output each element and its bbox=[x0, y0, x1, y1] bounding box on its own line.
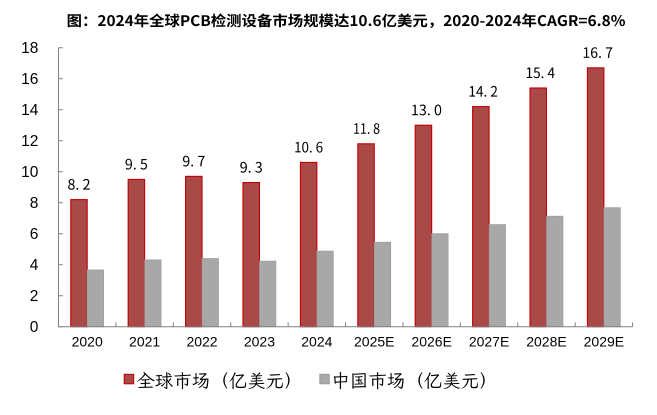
svg-text:2023: 2023 bbox=[244, 334, 275, 350]
svg-text:18: 18 bbox=[21, 40, 38, 57]
svg-text:2027E: 2027E bbox=[469, 334, 509, 350]
svg-text:2021: 2021 bbox=[129, 334, 160, 350]
svg-text:2025E: 2025E bbox=[354, 334, 394, 350]
svg-text:0: 0 bbox=[30, 319, 39, 336]
svg-text:14: 14 bbox=[21, 102, 39, 119]
svg-text:12: 12 bbox=[21, 133, 38, 150]
svg-text:2029E: 2029E bbox=[584, 334, 624, 350]
svg-text:2022: 2022 bbox=[186, 334, 217, 350]
svg-text:6: 6 bbox=[30, 226, 39, 243]
svg-text:2: 2 bbox=[30, 288, 39, 305]
svg-text:16: 16 bbox=[21, 71, 38, 88]
svg-text:10: 10 bbox=[21, 164, 39, 181]
svg-text:2028E: 2028E bbox=[526, 334, 566, 350]
svg-text:4: 4 bbox=[30, 257, 39, 274]
svg-text:8: 8 bbox=[30, 195, 39, 212]
svg-text:2024: 2024 bbox=[301, 334, 332, 350]
svg-text:2026E: 2026E bbox=[411, 334, 451, 350]
svg-text:2020: 2020 bbox=[72, 334, 103, 350]
